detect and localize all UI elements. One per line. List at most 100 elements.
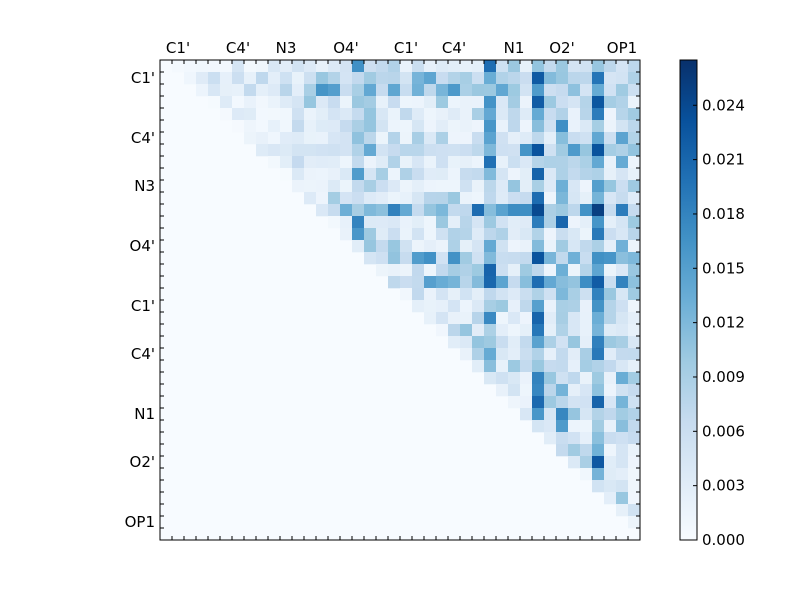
heatmap-cell [184, 60, 197, 73]
heatmap-cell [436, 264, 449, 277]
heatmap-cell [592, 432, 605, 445]
heatmap-cell [568, 264, 581, 277]
heatmap-cell [532, 168, 545, 181]
heatmap-cell [292, 156, 305, 169]
heatmap-cell [328, 180, 341, 193]
heatmap-cell [628, 180, 641, 193]
heatmap-cell [400, 180, 413, 193]
heatmap-cell [628, 192, 641, 205]
heatmap-cell [412, 72, 425, 85]
heatmap-cell [340, 180, 353, 193]
heatmap-cell [472, 216, 485, 229]
heatmap-cell [388, 276, 401, 289]
heatmap-cell [556, 336, 569, 349]
heatmap-cell [376, 108, 389, 121]
heatmap-cell [556, 192, 569, 205]
heatmap-cell [544, 156, 557, 169]
heatmap-cell [520, 276, 533, 289]
heatmap-cell [292, 84, 305, 97]
heatmap-cell [580, 300, 593, 313]
heatmap-cell [460, 108, 473, 121]
heatmap-cell [424, 144, 437, 157]
heatmap-cell [352, 204, 365, 217]
heatmap-cell [616, 252, 629, 265]
heatmap-cell [496, 360, 509, 373]
heatmap-cell [304, 96, 317, 109]
heatmap-cell [436, 276, 449, 289]
heatmap-cell [304, 156, 317, 169]
heatmap-cell [472, 204, 485, 217]
heatmap-cell [472, 144, 485, 157]
heatmap-cell [364, 132, 377, 145]
heatmap-cell [556, 72, 569, 85]
heatmap-cell [568, 192, 581, 205]
heatmap-cell [424, 72, 437, 85]
heatmap-cell [472, 192, 485, 205]
heatmap-cell [508, 60, 521, 73]
heatmap-cell [424, 204, 437, 217]
heatmap-cell [628, 492, 641, 505]
heatmap-cell [280, 144, 293, 157]
heatmap-cell [436, 204, 449, 217]
heatmap-cell [556, 252, 569, 265]
heatmap-cell [628, 444, 641, 457]
heatmap-cell [544, 312, 557, 325]
heatmap-cell [424, 132, 437, 145]
heatmap-cell [376, 252, 389, 265]
heatmap-cell [616, 180, 629, 193]
heatmap-cell [520, 312, 533, 325]
heatmap-cell [352, 144, 365, 157]
heatmap-cell [568, 372, 581, 385]
heatmap-cell [520, 180, 533, 193]
heatmap-cell [232, 72, 245, 85]
heatmap-cell [616, 156, 629, 169]
heatmap-cell [544, 228, 557, 241]
heatmap-cell [400, 228, 413, 241]
heatmap-cell [424, 60, 437, 73]
heatmap-cell [388, 180, 401, 193]
colorbar-tick-label: 0.003 [702, 477, 745, 495]
heatmap-cell [568, 84, 581, 97]
heatmap-cell [604, 240, 617, 253]
heatmap-cell [628, 168, 641, 181]
heatmap-cell [208, 60, 221, 73]
heatmap-cell [532, 288, 545, 301]
heatmap-cell [532, 72, 545, 85]
heatmap-cell [604, 360, 617, 373]
heatmap-cell [304, 120, 317, 133]
heatmap-cell [556, 372, 569, 385]
heatmap-cell [484, 336, 497, 349]
heatmap-cell [616, 144, 629, 157]
heatmap-cell [424, 288, 437, 301]
heatmap-cell [352, 72, 365, 85]
heatmap-cell [628, 468, 641, 481]
heatmap-cell [460, 240, 473, 253]
heatmap-cell [472, 300, 485, 313]
heatmap-cell [604, 480, 617, 493]
heatmap-cell [472, 348, 485, 361]
heatmap-cell [604, 192, 617, 205]
heatmap-cell [592, 132, 605, 145]
heatmap-cell [496, 96, 509, 109]
heatmap-cell [460, 348, 473, 361]
heatmap-cell [184, 72, 197, 85]
heatmap-cell [592, 108, 605, 121]
heatmap-cell [580, 384, 593, 397]
heatmap-cell [532, 84, 545, 97]
heatmap-cell [580, 336, 593, 349]
heatmap-cell [256, 132, 269, 145]
heatmap-cell [616, 384, 629, 397]
heatmap-cell [388, 144, 401, 157]
heatmap-cell [616, 60, 629, 73]
heatmap-cell [520, 84, 533, 97]
heatmap-cell [556, 120, 569, 133]
heatmap-cell [604, 444, 617, 457]
heatmap-cell [580, 324, 593, 337]
heatmap-cell [460, 216, 473, 229]
heatmap-cell [520, 240, 533, 253]
heatmap-cell [448, 180, 461, 193]
heatmap-cell [580, 204, 593, 217]
heatmap-cell [448, 144, 461, 157]
heatmap-cell [448, 312, 461, 325]
heatmap-cell [556, 240, 569, 253]
